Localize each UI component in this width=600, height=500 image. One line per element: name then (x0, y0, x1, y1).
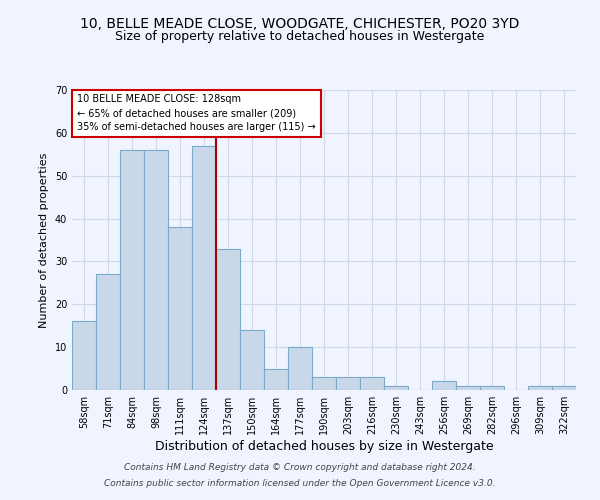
Bar (480, 386, 504, 390)
Bar (216, 248, 240, 390)
Bar (552, 386, 576, 390)
Bar (72, 322, 96, 390)
X-axis label: Distribution of detached houses by size in Westergate: Distribution of detached houses by size … (155, 440, 493, 453)
Text: 10, BELLE MEADE CLOSE, WOODGATE, CHICHESTER, PO20 3YD: 10, BELLE MEADE CLOSE, WOODGATE, CHICHES… (80, 18, 520, 32)
Bar (120, 150, 144, 390)
Text: Contains public sector information licensed under the Open Government Licence v3: Contains public sector information licen… (104, 478, 496, 488)
Bar (456, 386, 480, 390)
Text: Contains HM Land Registry data © Crown copyright and database right 2024.: Contains HM Land Registry data © Crown c… (124, 464, 476, 472)
Bar (384, 386, 408, 390)
Bar (144, 150, 168, 390)
Y-axis label: Number of detached properties: Number of detached properties (39, 152, 49, 328)
Bar (360, 377, 384, 390)
Text: 10 BELLE MEADE CLOSE: 128sqm
← 65% of detached houses are smaller (209)
35% of s: 10 BELLE MEADE CLOSE: 128sqm ← 65% of de… (77, 94, 316, 132)
Bar (288, 347, 312, 390)
Bar (192, 146, 216, 390)
Bar (336, 377, 360, 390)
Bar (432, 382, 456, 390)
Bar (96, 274, 120, 390)
Bar (168, 227, 192, 390)
Bar (528, 386, 552, 390)
Bar (312, 377, 336, 390)
Text: Size of property relative to detached houses in Westergate: Size of property relative to detached ho… (115, 30, 485, 43)
Bar (240, 330, 264, 390)
Bar (264, 368, 288, 390)
